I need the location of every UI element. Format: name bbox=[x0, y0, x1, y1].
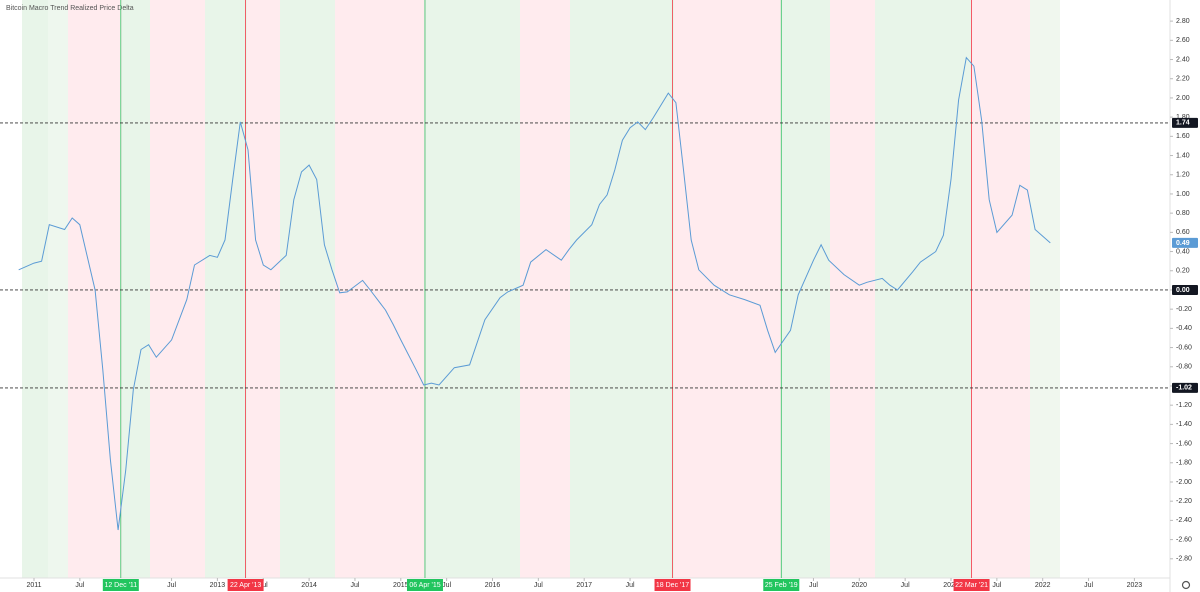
level-label: 1.74 bbox=[1176, 120, 1190, 127]
event-label-bg bbox=[406, 579, 443, 591]
band bbox=[205, 0, 247, 578]
x-tick-label: 2011 bbox=[26, 582, 41, 589]
band bbox=[280, 0, 335, 578]
y-tick-label: 1.60 bbox=[1176, 133, 1190, 140]
band bbox=[48, 0, 68, 578]
y-tick-label: -2.60 bbox=[1176, 536, 1192, 543]
y-tick-label: -2.00 bbox=[1176, 479, 1192, 486]
y-tick-label: -1.80 bbox=[1176, 460, 1192, 467]
x-tick-label: Jul bbox=[626, 582, 635, 589]
x-tick-label: Jul bbox=[350, 582, 359, 589]
band bbox=[570, 0, 674, 578]
y-tick-label: 1.00 bbox=[1176, 191, 1190, 198]
level-label-bg bbox=[1172, 284, 1198, 295]
event-label-bg bbox=[953, 579, 990, 591]
y-tick-label: -2.20 bbox=[1176, 498, 1192, 505]
band bbox=[520, 0, 570, 578]
y-tick-label: -0.60 bbox=[1176, 344, 1192, 351]
y-tick-label: 0.40 bbox=[1176, 248, 1190, 255]
band bbox=[335, 0, 426, 578]
y-tick-label: -0.20 bbox=[1176, 306, 1192, 313]
data-line bbox=[18, 56, 1051, 531]
band bbox=[782, 0, 830, 578]
y-tick-label: 2.00 bbox=[1176, 95, 1190, 102]
band bbox=[674, 0, 782, 578]
y-tick-label: -1.60 bbox=[1176, 440, 1192, 447]
event-label: 18 Dec '17 bbox=[656, 582, 689, 589]
y-tick-label: 0.80 bbox=[1176, 210, 1190, 217]
y-tick-label: 1.80 bbox=[1176, 114, 1190, 121]
x-tick-label: Jul bbox=[809, 582, 818, 589]
y-tick-label: 2.80 bbox=[1176, 18, 1190, 25]
y-tick-label: 2.40 bbox=[1176, 56, 1190, 63]
y-tick-label: -1.20 bbox=[1176, 402, 1192, 409]
x-tick-label: 2014 bbox=[301, 582, 317, 589]
band bbox=[122, 0, 150, 578]
last-value-label: 0.49 bbox=[1176, 240, 1190, 247]
y-tick-label: 2.20 bbox=[1176, 76, 1190, 83]
band bbox=[875, 0, 971, 578]
level-label: 0.00 bbox=[1176, 287, 1190, 294]
signal-bands bbox=[22, 0, 1060, 578]
band bbox=[830, 0, 875, 578]
event-label-bg bbox=[102, 579, 139, 591]
level-label-bg bbox=[1172, 117, 1198, 128]
x-tick-label: Jul bbox=[901, 582, 910, 589]
x-tick-label: 2020 bbox=[852, 582, 868, 589]
x-tick-label: Jul bbox=[534, 582, 543, 589]
event-label-bg bbox=[654, 579, 691, 591]
y-tick-label: -0.40 bbox=[1176, 325, 1192, 332]
event-label: 12 Dec '11 bbox=[104, 582, 137, 589]
x-tick-label: 2013 bbox=[210, 582, 226, 589]
x-tick-label: 2023 bbox=[1127, 582, 1143, 589]
chart-title: Bitcoin Macro Trend Realized Price Delta bbox=[6, 5, 134, 12]
settings-icon[interactable] bbox=[1181, 580, 1191, 590]
event-label-bg bbox=[763, 579, 800, 591]
y-tick-label: 1.20 bbox=[1176, 172, 1190, 179]
event-label: 22 Apr '13 bbox=[230, 582, 261, 589]
x-tick-label: Jul bbox=[442, 582, 451, 589]
band bbox=[150, 0, 205, 578]
level-label-bg bbox=[1172, 382, 1198, 393]
band bbox=[971, 0, 1030, 578]
y-tick-label: -1.40 bbox=[1176, 421, 1192, 428]
y-tick-label: -2.40 bbox=[1176, 517, 1192, 524]
x-tick-label: Jul bbox=[1084, 582, 1093, 589]
y-tick-label: -0.80 bbox=[1176, 364, 1192, 371]
band bbox=[426, 0, 520, 578]
x-tick-label: 2016 bbox=[485, 582, 501, 589]
x-tick-label: Jul bbox=[75, 582, 84, 589]
y-tick-label: 1.40 bbox=[1176, 152, 1190, 159]
x-tick-label: 2022 bbox=[1035, 582, 1051, 589]
y-tick-label: 0.60 bbox=[1176, 229, 1190, 236]
x-tick-label: Jul bbox=[992, 582, 1001, 589]
event-label-bg bbox=[227, 579, 264, 591]
band bbox=[22, 0, 48, 578]
band bbox=[1030, 0, 1060, 578]
y-tick-label: -2.80 bbox=[1176, 556, 1192, 563]
band bbox=[247, 0, 280, 578]
level-label: -1.02 bbox=[1176, 385, 1192, 392]
y-tick-label: 2.60 bbox=[1176, 37, 1190, 44]
x-tick-label: 2017 bbox=[576, 582, 592, 589]
y-tick-label: 0.20 bbox=[1176, 268, 1190, 275]
settings-gear[interactable] bbox=[1181, 580, 1191, 590]
x-tick-label: 2021 bbox=[943, 582, 959, 589]
event-label: 25 Feb '19 bbox=[765, 582, 798, 589]
event-label: 06 Apr '15 bbox=[409, 582, 440, 589]
x-tick-label: Jul bbox=[167, 582, 176, 589]
event-label: 22 Mar '21 bbox=[955, 582, 988, 589]
last-value-bg bbox=[1172, 237, 1198, 248]
x-tick-label: 2015 bbox=[393, 582, 409, 589]
